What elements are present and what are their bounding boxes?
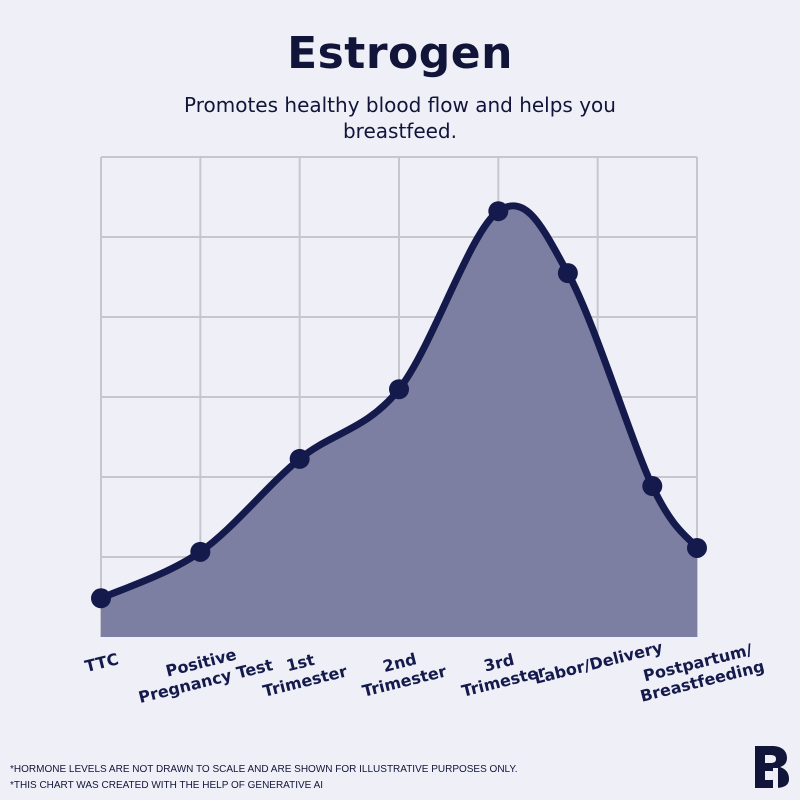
x-tick-text: 2ndTrimester bbox=[356, 643, 449, 701]
data-point-6 bbox=[642, 476, 663, 497]
x-tick-text: TTC bbox=[83, 649, 121, 676]
x-tick-label-0: TTC bbox=[83, 649, 121, 676]
footnote-ai: *THIS CHART WAS CREATED WITH THE HELP OF… bbox=[10, 780, 324, 791]
data-point-7 bbox=[687, 537, 707, 558]
data-point-0 bbox=[91, 588, 111, 609]
series-line bbox=[97, 202, 701, 602]
chart-title: Estrogen bbox=[287, 28, 513, 79]
data-points bbox=[91, 201, 707, 609]
estrogen-area-chart: TTC PositivePregnancy Test 1stTrimester 2nd… bbox=[83, 156, 766, 707]
x-tick-label-3: 2ndTrimester bbox=[356, 643, 449, 701]
data-point-3 bbox=[389, 379, 409, 400]
chart-subtitle: Promotes healthy blood flow and helps yo… bbox=[184, 93, 616, 143]
footnote-scale: *HORMONE LEVELS ARE NOT DRAWN TO SCALE A… bbox=[10, 764, 518, 775]
x-tick-line: TTC bbox=[83, 649, 121, 676]
area-fill bbox=[101, 205, 697, 637]
brand-b-logo-icon bbox=[755, 746, 789, 788]
footnotes: *HORMONE LEVELS ARE NOT DRAWN TO SCALE A… bbox=[10, 762, 518, 794]
data-point-1 bbox=[190, 541, 211, 562]
x-tick-text: PositivePregnancy Test bbox=[132, 637, 275, 707]
x-tick-labels: TTC PositivePregnancy Test 1stTrimester 2nd… bbox=[83, 637, 766, 707]
x-tick-label-1: PositivePregnancy Test bbox=[132, 637, 275, 707]
data-point-2 bbox=[289, 448, 310, 469]
data-point-5 bbox=[557, 263, 578, 284]
data-point-4 bbox=[488, 201, 509, 222]
